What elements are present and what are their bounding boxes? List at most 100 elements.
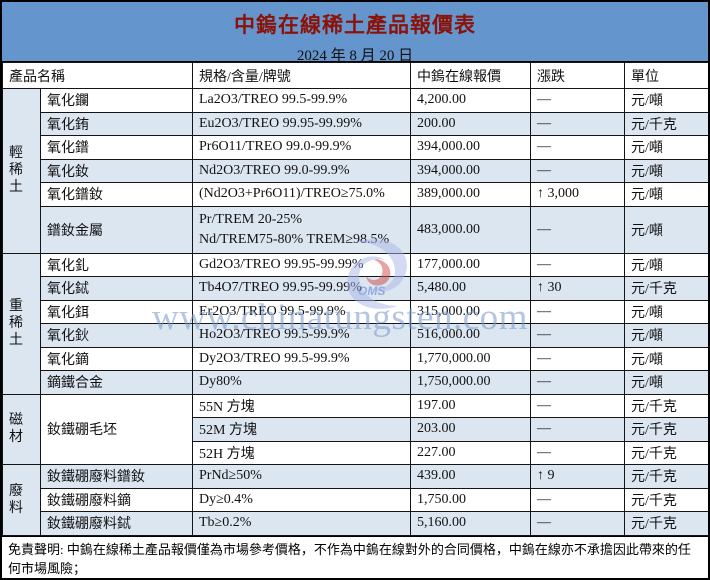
spec-cell: 52H 方塊 (192, 440, 411, 465)
change-cell: — (530, 370, 625, 395)
spec-cell: Er2O3/TREO 99.5-99.9% (192, 299, 411, 324)
product-name-cell: 釹鐵硼廢料鐠釹 (40, 464, 193, 489)
unit-cell: 元/千克 (624, 417, 708, 442)
change-cell: ↑ 30 (530, 276, 625, 301)
product-name-cell: 鐠釹金屬 (40, 205, 193, 254)
price-cell: 389,000.00 (410, 182, 531, 207)
spec-line-2: Nd/TREM75-80% TREM≥98.5% (199, 231, 390, 247)
product-group-cell: 廢料 (2, 464, 41, 536)
spec-cell: Dy2O3/TREO 99.5-99.9% (192, 346, 411, 371)
spec-cell: (Nd2O3+Pr6O11)/TREO≥75.0% (192, 182, 411, 207)
product-name-cell: 釹鐵硼廢料鏑 (40, 487, 193, 512)
price-cell: 315,000.00 (410, 299, 531, 324)
unit-cell: 元/噸 (624, 205, 708, 254)
change-cell: — (530, 111, 625, 136)
unit-cell: 元/噸 (624, 182, 708, 207)
group-label: 磁材 (9, 413, 23, 446)
spec-cell: 55N 方塊 (192, 393, 411, 418)
group-label: 廢料 (9, 483, 23, 516)
change-cell: — (530, 440, 625, 465)
spec-cell: La2O3/TREO 99.5-99.9% (192, 88, 411, 113)
unit-cell: 元/噸 (624, 323, 708, 348)
table-row: 釹鐵硼廢料鏑 Dy≥0.4% 1,750.00 — 元/千克 (3, 487, 708, 512)
spec-cell: Nd2O3/TREO 99.0-99.9% (192, 158, 411, 183)
change-cell: — (530, 346, 625, 371)
spec-cell: Pr6O11/TREO 99.0-99.9% (192, 135, 411, 160)
table-row: 廢料 釹鐵硼廢料鐠釹 PrNd≥50% 439.00 ↑ 9 元/千克 (2, 464, 708, 536)
header-row: 產品名稱 規格/含量/牌號 中鎢在線報價 漲跌 單位 (2, 62, 708, 89)
unit-cell: 元/千克 (624, 464, 708, 489)
change-cell: — (530, 205, 625, 254)
group-label: 輕稀土 (9, 146, 23, 196)
product-name-cell: 鏑鐵合金 (40, 370, 193, 395)
price-cell: 483,000.00 (410, 205, 531, 254)
unit-cell: 元/千克 (624, 111, 708, 136)
spec-cell: Tb≥0.2% (192, 511, 411, 536)
price-table: 產品名稱 規格/含量/牌號 中鎢在線報價 漲跌 單位 輕稀土 氧化鑭 La2O3… (2, 62, 708, 536)
table-row: 氧化鉺 Er2O3/TREO 99.5-99.9% 315,000.00 — 元… (3, 299, 708, 324)
col-header-spec: 規格/含量/牌號 (192, 62, 411, 89)
product-name-cell: 氧化銪 (40, 111, 193, 136)
product-name-cell: 氧化鉺 (40, 299, 193, 324)
spec-cell: Dy≥0.4% (192, 487, 411, 512)
price-cell: 177,000.00 (410, 252, 531, 277)
table-row: 52H 方塊 227.00 — 元/千克 (3, 440, 708, 465)
change-cell: — (530, 487, 625, 512)
change-cell: — (530, 158, 625, 183)
product-group-cell: 磁材 (2, 393, 41, 465)
spec-cell: PrNd≥50% (192, 464, 411, 489)
product-name-cell: 氧化釹 (40, 158, 193, 183)
col-header-change: 漲跌 (530, 62, 625, 89)
spec-cell: Gd2O3/TREO 99.95-99.99% (192, 252, 411, 277)
price-cell: 1,770,000.00 (410, 346, 531, 371)
table-row: 鐠釹金屬 Pr/TREM 20-25% Nd/TREM75-80% TREM≥9… (3, 205, 708, 254)
disclaimer-footer: 免責聲明: 中鎢在線稀土產品報價僅為市場參考價格，不作為中鎢在線對外的合同價格，… (2, 536, 708, 578)
price-cell: 5,480.00 (410, 276, 531, 301)
table-row: 氧化鈥 Ho2O3/TREO 99.5-99.9% 516,000.00 — 元… (3, 323, 708, 348)
change-cell: — (530, 511, 625, 536)
price-cell: 1,750.00 (410, 487, 531, 512)
unit-cell: 元/噸 (624, 158, 708, 183)
unit-cell: 元/噸 (624, 299, 708, 324)
table-row: 氧化鐠 Pr6O11/TREO 99.0-99.9% 394,000.00 — … (3, 135, 708, 160)
table-row: 釹鐵硼廢料鋱 Tb≥0.2% 5,160.00 — 元/千克 (3, 511, 708, 536)
change-cell: — (530, 393, 625, 418)
table-row: 氧化鐠釹 (Nd2O3+Pr6O11)/TREO≥75.0% 389,000.0… (3, 182, 708, 207)
product-name-cell: 釹鐵硼廢料鋱 (40, 511, 193, 536)
price-cell: 200.00 (410, 111, 531, 136)
table-row: 鏑鐵合金 Dy80% 1,750,000.00 — 元/噸 (3, 370, 708, 395)
product-group-cell: 輕稀土 (2, 88, 41, 254)
change-cell: — (530, 299, 625, 324)
product-name-cell: 氧化鈥 (40, 323, 193, 348)
product-name-cell: 氧化鋱 (40, 276, 193, 301)
change-cell: — (530, 88, 625, 113)
page-title: 中鎢在線稀土產品報價表 (234, 13, 476, 37)
price-cell: 516,000.00 (410, 323, 531, 348)
product-name-cell: 氧化鐠 (40, 135, 193, 160)
unit-cell: 元/千克 (624, 393, 708, 418)
unit-cell: 元/噸 (624, 370, 708, 395)
change-cell: ↑ 3,000 (530, 182, 625, 207)
price-cell: 197.00 (410, 393, 531, 418)
spec-line-1: Pr/TREM 20-25% (199, 211, 303, 227)
table-row: 52M 方塊 203.00 — 元/千克 (3, 417, 708, 442)
unit-cell: 元/噸 (624, 346, 708, 371)
price-cell: 5,160.00 (410, 511, 531, 536)
spec-cell: Pr/TREM 20-25% Nd/TREM75-80% TREM≥98.5% (192, 205, 411, 254)
price-cell: 4,200.00 (410, 88, 531, 113)
table-row: 重稀土 氧化釓 Gd2O3/TREO 99.95-99.99% 177,000.… (2, 252, 708, 395)
change-cell: ↑ 9 (530, 464, 625, 489)
price-cell: 227.00 (410, 440, 531, 465)
unit-cell: 元/噸 (624, 135, 708, 160)
change-cell: — (530, 323, 625, 348)
table-row: 磁材 釹鐵硼毛坯 55N 方塊 197.00 — 元/千克 (2, 393, 708, 465)
change-cell: — (530, 252, 625, 277)
unit-cell: 元/千克 (624, 440, 708, 465)
price-cell: 394,000.00 (410, 158, 531, 183)
col-header-product: 產品名稱 (2, 62, 193, 89)
spec-cell: Eu2O3/TREO 99.95-99.99% (192, 111, 411, 136)
change-cell: — (530, 135, 625, 160)
disclaimer-line: 免責聲明: 中鎢在線稀土產品報價僅為市場參考價格，不作為中鎢在線對外的合同價格，… (8, 542, 691, 576)
product-name-cell: 釹鐵硼毛坯 (40, 393, 193, 465)
